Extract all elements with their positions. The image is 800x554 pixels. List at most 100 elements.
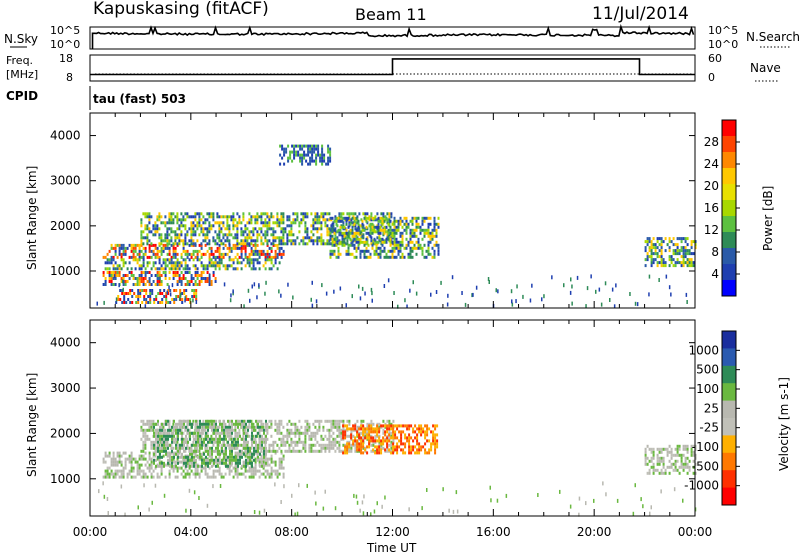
range-cell <box>116 451 119 455</box>
range-cell <box>268 267 271 271</box>
range-cell <box>170 243 173 247</box>
range-cell <box>372 443 375 447</box>
range-cell <box>405 237 408 241</box>
range-cell <box>315 156 318 160</box>
range-cell <box>227 458 229 462</box>
range-cell <box>418 445 421 449</box>
range-cell <box>123 301 126 304</box>
range-cell <box>265 440 267 444</box>
range-cell <box>408 439 411 443</box>
range-cell <box>266 422 269 426</box>
range-cell <box>184 419 187 423</box>
range-cell <box>308 239 311 243</box>
range-cell <box>263 464 265 468</box>
range-cell <box>244 454 247 458</box>
range-cell <box>363 216 366 220</box>
range-cell <box>343 234 346 238</box>
range-cell <box>326 443 329 447</box>
range-cell <box>331 237 334 241</box>
range-cell <box>159 289 162 292</box>
range-cell <box>132 475 135 479</box>
range-cell <box>128 255 131 259</box>
range-cell <box>654 258 657 262</box>
range-cell <box>304 434 307 438</box>
range-cell <box>191 455 193 459</box>
range-cell <box>217 452 219 456</box>
range-cell <box>333 219 336 223</box>
range-cell <box>373 509 376 514</box>
colorbar-tick-label: -100 <box>692 440 719 454</box>
range-cell <box>357 231 360 235</box>
range-cell <box>410 436 413 440</box>
range-cell <box>137 289 140 292</box>
range-cell <box>114 457 117 461</box>
range-cell <box>674 243 677 247</box>
range-cell <box>186 469 189 473</box>
range-cell <box>686 465 689 469</box>
range-cell <box>155 446 157 450</box>
range-cell <box>184 283 187 286</box>
range-cell <box>251 452 253 456</box>
range-cell <box>435 234 438 238</box>
range-cell <box>255 449 257 453</box>
range-cell <box>280 449 283 453</box>
range-cell <box>302 443 305 447</box>
range-cell <box>216 246 219 250</box>
range-cell <box>345 303 347 308</box>
range-cell <box>140 242 143 246</box>
range-cell <box>112 264 115 268</box>
range-cell <box>142 255 145 259</box>
range-cell <box>391 249 394 253</box>
range-cell <box>385 255 388 259</box>
range-cell <box>229 449 231 453</box>
range-cell <box>369 225 372 229</box>
range-cell <box>302 440 305 444</box>
range-cell <box>690 447 693 451</box>
range-cell <box>124 451 127 455</box>
range-cell <box>397 252 400 256</box>
range-cell <box>266 428 269 432</box>
range-cell <box>262 249 265 253</box>
range-cell <box>258 437 261 441</box>
range-cell <box>194 271 197 274</box>
range-cell <box>409 234 412 238</box>
range-cell <box>674 252 677 256</box>
range-cell <box>435 243 438 247</box>
range-cell <box>646 252 649 256</box>
range-cell <box>160 242 163 246</box>
range-cell <box>270 425 273 429</box>
range-cell <box>401 234 404 238</box>
range-cell <box>154 233 157 237</box>
range-cell <box>296 425 299 429</box>
range-cell <box>362 451 365 455</box>
range-cell <box>236 267 239 271</box>
range-cell <box>134 277 137 280</box>
range-cell <box>174 233 177 237</box>
range-cell <box>529 298 532 303</box>
range-cell <box>218 243 221 247</box>
range-cell <box>134 475 137 479</box>
range-cell <box>216 460 219 464</box>
range-cell <box>339 219 342 223</box>
range-cell <box>280 246 283 250</box>
range-cell <box>296 431 299 435</box>
range-cell <box>654 252 657 256</box>
range-cell <box>128 469 131 473</box>
range-cell <box>180 277 183 280</box>
range-cell <box>159 452 161 456</box>
range-cell <box>287 144 290 148</box>
range-cell <box>329 252 332 256</box>
range-cell <box>102 271 105 274</box>
range-cell <box>326 224 329 228</box>
range-cell <box>280 239 283 243</box>
range-cell <box>108 472 111 476</box>
range-cell <box>234 428 237 432</box>
range-cell <box>497 289 499 294</box>
range-cell <box>329 150 332 154</box>
range-cell <box>408 436 411 440</box>
range-cell <box>652 261 655 265</box>
range-cell <box>254 457 257 461</box>
range-cell <box>365 219 368 223</box>
range-cell <box>670 292 672 297</box>
